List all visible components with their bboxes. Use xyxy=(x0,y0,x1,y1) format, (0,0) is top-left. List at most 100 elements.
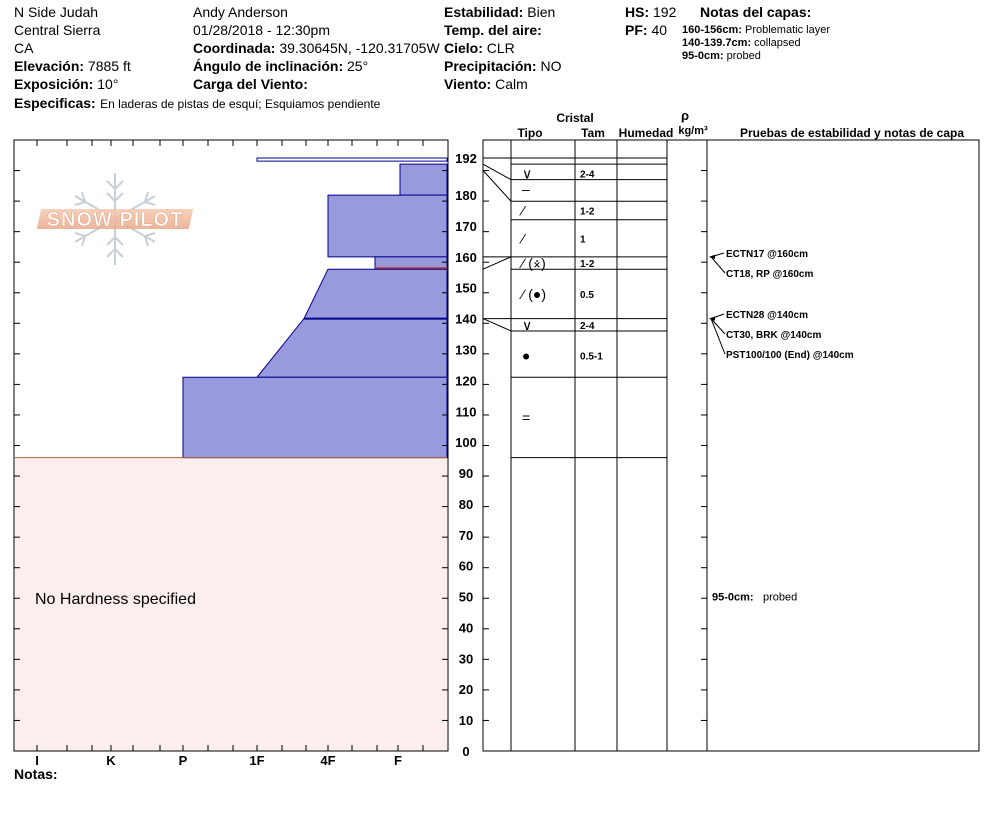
hardness-layer-4 xyxy=(303,268,448,320)
depth-label: 192 xyxy=(455,151,477,166)
depth-label: 40 xyxy=(459,620,473,635)
grain-size-2: 1-2 xyxy=(580,207,595,218)
layer-note-1: 160-156cm: Problematic layer xyxy=(682,24,830,36)
hardness-layer-1 xyxy=(399,163,448,196)
hs-label: HS: xyxy=(625,4,650,20)
col-density-symbol: ρ xyxy=(681,108,689,123)
test-arrow xyxy=(709,316,715,321)
layer-grid-frame xyxy=(482,139,980,752)
grain-layers: ∨ 2-4 – ⁄ 1-2 ⁄ 1 ⁄ (⨰) 1-2 ⁄ (●) 0.5 ∨ 2-4 ● 0.5-1 = xyxy=(519,165,603,425)
depth-label: 150 xyxy=(455,281,477,296)
hardness-layer-6 xyxy=(182,376,448,459)
air-temp-label: Temp. del aire: xyxy=(444,22,542,38)
location-state: CA xyxy=(14,40,34,56)
hardness-chart-ticks xyxy=(14,139,448,752)
layer-connector xyxy=(482,170,512,202)
elevation-value: 7885 ft xyxy=(87,58,131,74)
grain-type-7: ● xyxy=(522,348,530,364)
layer-note-1-text: Problematic layer xyxy=(745,24,830,36)
no-hardness-label: No Hardness specified xyxy=(35,591,196,608)
grain-size-6: 2-4 xyxy=(580,321,595,332)
pf-value: 40 xyxy=(651,22,668,38)
layer-note-3: 95-0cm: probed xyxy=(682,50,761,62)
layer-note-2-range: 140-139.7cm: xyxy=(682,37,752,49)
specifics-value: En laderas de pistas de esquí; Esquiamos… xyxy=(100,97,381,111)
depth-label: 110 xyxy=(456,404,477,419)
depth-label: 90 xyxy=(459,466,473,481)
pf-label: PF: xyxy=(625,22,648,38)
test-arrow xyxy=(709,254,715,259)
grain-type-2: ⁄ xyxy=(519,203,527,219)
coordinate: Coordinada: 39.30645N, -120.31705W xyxy=(193,40,440,56)
datetime: 01/28/2018 - 12:30pm xyxy=(193,22,330,38)
elevation-label: Elevación: xyxy=(14,58,85,74)
grain-type-0: ∨ xyxy=(522,165,532,181)
stability-test-1: CT18, RP @160cm xyxy=(726,269,813,280)
layer-connector xyxy=(482,256,512,270)
stability-tests: ECTN17 @160cm CT18, RP @160cm ECTN28 @140c… xyxy=(709,249,854,604)
pf: PF: 40 xyxy=(625,22,667,38)
depth-label: 70 xyxy=(459,528,473,543)
aspect-label: Exposición: xyxy=(14,76,94,92)
slope-value: 25° xyxy=(347,58,369,74)
col-tests: Pruebas de estabilidad y notas de capa xyxy=(740,126,964,140)
depth-label: 170 xyxy=(455,219,477,234)
grain-type-1: – xyxy=(522,181,530,197)
specifics-label: Especificas: xyxy=(14,95,96,111)
depth-label: 30 xyxy=(459,651,473,666)
stability-test-2: ECTN28 @140cm xyxy=(726,310,808,321)
layer-connector xyxy=(482,318,512,332)
stability-test-0: ECTN17 @160cm xyxy=(726,249,808,260)
specifics: Especificas: En laderas de pistas de esq… xyxy=(14,95,380,113)
slope-label: Ángulo de inclinación: xyxy=(193,58,344,74)
hardness-label-K: K xyxy=(106,753,116,768)
logo-text: SNOW PILOT xyxy=(47,209,184,231)
depth-label: 0 xyxy=(462,744,469,759)
no-hardness-area xyxy=(15,457,447,751)
test-pointer xyxy=(710,256,726,274)
aspect-value: 10° xyxy=(97,76,119,92)
wind-loading-label: Carga del Viento: xyxy=(193,76,308,92)
grain-size-3: 1 xyxy=(580,234,586,245)
coordinate-value: 39.30645N, -120.31705W xyxy=(279,40,440,56)
depth-label: 160 xyxy=(455,250,477,265)
col-type: Tipo xyxy=(517,126,542,140)
grain-type-4: ⁄ (⨰) xyxy=(519,255,546,271)
grain-type-5: ⁄ (●) xyxy=(519,286,546,302)
hs: HS: 192 xyxy=(625,4,676,20)
stability: Estabilidad: Bien xyxy=(444,4,555,20)
depth-axis-labels: 0 10 20 30 40 50 60 70 80 90 100 110 120 130 140 150 160… xyxy=(455,151,477,759)
aspect: Exposición: 10° xyxy=(14,76,118,92)
hardness-label-4F: 4F xyxy=(320,753,335,768)
layer-note-2-text: collapsed xyxy=(754,37,801,49)
stability-test-4: PST100/100 (End) @140cm xyxy=(726,350,854,361)
test-pointer xyxy=(710,318,726,335)
depth-label: 20 xyxy=(459,682,473,697)
wind: Viento: Calm xyxy=(444,76,528,92)
hardness-layer-5 xyxy=(255,318,448,378)
depth-label: 100 xyxy=(455,435,477,450)
hardness-layer-0 xyxy=(256,157,448,162)
location-name: N Side Judah xyxy=(14,4,99,20)
depth-label: 180 xyxy=(455,188,477,203)
layer-note-3-range: 95-0cm: xyxy=(682,50,724,62)
depth-label: 10 xyxy=(459,713,473,728)
grain-size-0: 2-4 xyxy=(580,169,595,180)
hardness-profile xyxy=(15,157,448,459)
depth-label: 80 xyxy=(459,497,473,512)
notes-label: Notas: xyxy=(14,766,58,782)
wind-label: Viento: xyxy=(444,76,492,92)
layer-connector xyxy=(482,163,512,181)
precipitation: Precipitación: NO xyxy=(444,58,561,74)
snowpilot-logo: SNOW PILOT xyxy=(36,173,194,265)
hardness-label-I: I xyxy=(35,753,39,768)
grain-size-4: 1-2 xyxy=(580,259,595,270)
grain-type-3: ⁄ xyxy=(519,230,527,246)
chart-note-text-0: probed xyxy=(763,592,797,604)
grain-size-5: 0.5 xyxy=(580,290,594,301)
stability-value: Bien xyxy=(527,4,556,20)
chart-note-range-0: 95-0cm: xyxy=(712,592,754,604)
depth-label: 130 xyxy=(455,342,477,357)
layer-grid xyxy=(482,139,980,752)
layer-note-3-text: probed xyxy=(726,50,761,62)
